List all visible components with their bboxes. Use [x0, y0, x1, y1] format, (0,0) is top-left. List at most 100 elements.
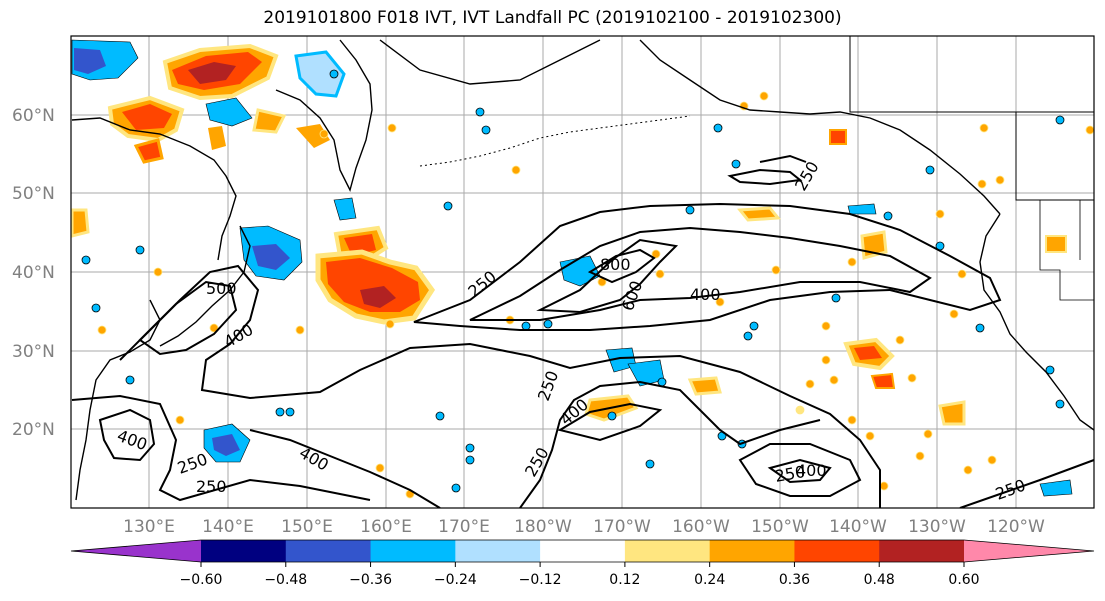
anomaly-speckle [125, 375, 135, 385]
colorbar-tick-label: 0.48 [864, 572, 895, 588]
contour-250-central [413, 202, 1002, 331]
anomaly-speckle [979, 123, 989, 133]
colorbar-segment [879, 540, 965, 562]
colorbar-segment [794, 540, 880, 562]
anomaly-blob [1039, 479, 1073, 497]
anomaly-blob [205, 97, 253, 127]
anomaly-speckle [995, 175, 1005, 185]
colorbar-tick-label: 0.36 [779, 572, 810, 588]
lon-label: 160°E [360, 517, 412, 537]
anomaly-speckle [915, 451, 925, 461]
ivt-contours [71, 154, 1094, 508]
anomaly-speckle [831, 293, 841, 303]
anomaly-speckle [879, 481, 889, 491]
anomaly-blob [333, 197, 357, 221]
anomaly-speckle [481, 125, 491, 135]
anomaly-speckle [91, 303, 101, 313]
contour-label: 800 [600, 255, 631, 274]
aleutians [419, 115, 691, 167]
anomaly-speckle [865, 431, 875, 441]
lon-label: 120°W [987, 517, 1045, 537]
coastline-asia-north [71, 117, 237, 261]
anomaly-blob [829, 129, 847, 145]
anomaly-speckle [209, 323, 219, 333]
anomaly-blob [74, 48, 106, 74]
colorbar-segment [540, 540, 626, 562]
anomaly-speckle [175, 415, 185, 425]
contour-400-east [767, 458, 832, 484]
colorbar-tick-label: −0.24 [434, 572, 477, 588]
colorbar-segment [624, 540, 711, 562]
anomaly-speckle [651, 249, 661, 259]
colorbar [70, 539, 1095, 563]
lat-label: 50°N [12, 184, 55, 204]
colorbar-segment [455, 540, 541, 562]
lat-label: 40°N [12, 263, 55, 283]
anomaly-speckle [975, 323, 985, 333]
anomaly-speckle [655, 269, 665, 279]
colorbar-tick-label: 0.24 [694, 572, 725, 588]
anomaly-speckle [847, 257, 857, 267]
contour-label: 250 [196, 477, 227, 496]
border-states [1039, 200, 1094, 301]
anomaly-blob [938, 400, 966, 426]
map-title: 2019101800 F018 IVT, IVT Landfall PC (20… [263, 8, 842, 28]
contour-400-central [469, 226, 932, 321]
contour-label: 500 [206, 279, 237, 298]
lon-label: 150°W [751, 517, 809, 537]
lon-label: 150°E [281, 517, 333, 537]
anomaly-speckle [387, 123, 397, 133]
anomaly-speckle [743, 331, 753, 341]
colorbar-tick-label: −0.36 [349, 572, 392, 588]
anomaly-speckle [1055, 399, 1065, 409]
anomaly-blob [208, 126, 226, 150]
contour-400-mid [557, 402, 663, 442]
coastline-bering-alaska [379, 39, 1001, 215]
anomaly-blob [1045, 235, 1067, 253]
anomaly-speckle [895, 335, 905, 345]
lon-label: 130°W [908, 517, 966, 537]
coastlines [71, 36, 1094, 501]
border-bc [1015, 112, 1094, 201]
anomaly-speckle [329, 69, 339, 79]
anomaly-speckle [957, 269, 967, 279]
anomaly-speckle [153, 267, 163, 277]
colorbar-tick-label: −0.48 [264, 572, 307, 588]
anomaly-speckle [645, 459, 655, 469]
anomaly-speckle [805, 379, 815, 389]
anomaly-speckle [907, 373, 917, 383]
map-panel: 250 250 250 250 250 250 250 250 400 400 … [70, 35, 1095, 509]
anomaly-speckle [607, 411, 617, 421]
contour-800-central [587, 248, 656, 284]
colorbar-tick-label: 0.60 [948, 572, 979, 588]
anomaly-speckle [521, 321, 531, 331]
contour-250-mid [519, 380, 821, 508]
contour-250-ne-small [727, 154, 807, 186]
contour-400-southwest [98, 408, 156, 462]
anomaly-speckle [759, 91, 769, 101]
latitude-labels: 60°N 50°N 40°N 30°N 20°N [12, 106, 55, 440]
anomaly-blob [737, 206, 781, 222]
anomaly-speckle [829, 375, 839, 385]
anomaly-speckle [511, 165, 521, 175]
anomaly-speckle [465, 443, 475, 453]
contour-label: 400 [690, 285, 721, 304]
anomaly-speckle [713, 123, 723, 133]
lat-label: 20°N [12, 420, 55, 440]
contour-250-southeast [959, 459, 1094, 508]
map-frame [70, 35, 1095, 509]
anomaly-speckle [319, 129, 329, 139]
anomaly-blob [252, 108, 287, 134]
colorbar-segment [709, 540, 795, 562]
colorbar-tick-label: −0.60 [180, 572, 223, 588]
anomaly-blob [847, 203, 877, 215]
lon-label: 140°W [829, 517, 887, 537]
colorbar-tick-label: 0.12 [609, 572, 640, 588]
anomaly-blob [212, 434, 240, 456]
anomaly-speckle [1085, 125, 1094, 135]
anomaly-speckle [847, 415, 857, 425]
anomaly-speckle [949, 309, 959, 319]
anomaly-speckle [97, 325, 107, 335]
coastline-korea-china [75, 299, 161, 501]
anomaly-blob [71, 208, 90, 238]
